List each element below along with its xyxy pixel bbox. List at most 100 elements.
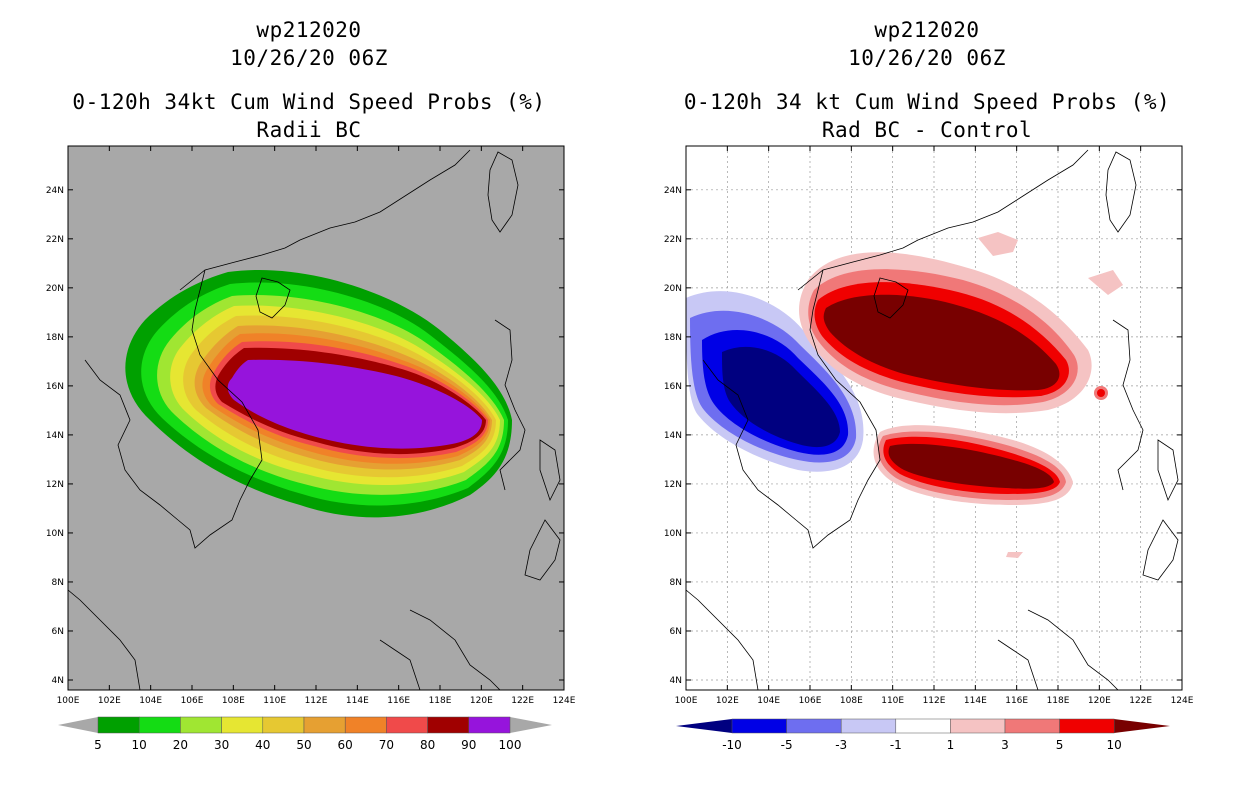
colorbar-swatch <box>344 716 387 734</box>
colorbar-swatch <box>138 716 181 734</box>
lat-label: 18N <box>664 333 682 343</box>
colorbar-swatch <box>731 718 787 734</box>
colorbar-swatch <box>895 718 951 734</box>
colorbar-swatch <box>468 716 511 734</box>
lon-label: 120E <box>1088 696 1111 706</box>
colorbar-swatch <box>386 716 428 734</box>
colorbar-swatch <box>950 718 1006 734</box>
grid-lines <box>686 146 1182 690</box>
colorbar-label: 100 <box>499 738 522 752</box>
colorbar-label: 50 <box>296 738 311 752</box>
lat-label: 12N <box>46 480 64 490</box>
lat-label: 6N <box>52 627 64 637</box>
lon-label: 104E <box>757 696 780 706</box>
colorbar-labels: 5 10 20 30 40 50 60 70 80 90 100 <box>94 738 521 752</box>
colorbar-swatches <box>731 718 1115 734</box>
probability-contours <box>125 269 512 518</box>
lon-label: 112E <box>305 696 328 706</box>
lon-label: 102E <box>716 696 739 706</box>
lat-label: 14N <box>46 431 64 441</box>
storm-id: wp212020 <box>874 18 980 42</box>
lon-label: 106E <box>799 696 822 706</box>
lat-label: 12N <box>664 480 682 490</box>
colorbar: 5 10 20 30 40 50 60 70 80 90 100 <box>58 716 552 752</box>
init-time: 10/26/20 06Z <box>848 46 1006 70</box>
colorbar-labels: -10 -5 -3 -1 1 3 5 10 <box>722 738 1122 752</box>
product-subtitle: Rad BC - Control <box>821 118 1033 142</box>
lat-label: 4N <box>670 676 682 686</box>
lat-label: 8N <box>670 578 682 588</box>
product-title: 0-120h 34kt Cum Wind Speed Probs (%) <box>72 90 546 114</box>
lon-label: 106E <box>181 696 204 706</box>
coastlines <box>68 149 561 690</box>
difference-map: 100E 102E 104E 106E 108E 110E 112E 114E 116E 118E… <box>664 145 1194 752</box>
product-subtitle: Radii BC <box>256 118 362 142</box>
lon-label: 122E <box>511 696 534 706</box>
lon-label: 122E <box>1129 696 1152 706</box>
lat-label: 10N <box>46 529 64 539</box>
colorbar-swatch <box>221 716 264 734</box>
lat-label: 20N <box>46 284 64 294</box>
colorbar-under-arrow <box>676 719 732 733</box>
lon-label: 118E <box>429 696 452 706</box>
lon-label: 108E <box>222 696 245 706</box>
lon-label: 108E <box>840 696 863 706</box>
colorbar-label: 80 <box>420 738 435 752</box>
lon-label: 118E <box>1047 696 1070 706</box>
colorbar-swatch <box>303 716 346 734</box>
lon-label: 120E <box>470 696 493 706</box>
colorbar-over-arrow <box>510 717 552 733</box>
colorbar: -10 -5 -3 -1 1 3 5 10 <box>676 718 1170 752</box>
lon-label: 114E <box>964 696 987 706</box>
lon-label: 114E <box>346 696 369 706</box>
lon-label: 110E <box>881 696 904 706</box>
lon-label: 102E <box>98 696 121 706</box>
lat-label: 24N <box>664 186 682 196</box>
storm-id: wp212020 <box>256 18 362 42</box>
lat-label: 10N <box>664 529 682 539</box>
lon-label: 104E <box>139 696 162 706</box>
lat-label: 22N <box>664 235 682 245</box>
coastlines <box>686 149 1179 690</box>
lat-label: 8N <box>52 578 64 588</box>
difference-contours <box>686 232 1123 558</box>
lat-label: 4N <box>52 676 64 686</box>
colorbar-over-arrow <box>1114 719 1170 733</box>
colorbar-label: 5 <box>94 738 102 752</box>
colorbar-label: 70 <box>379 738 394 752</box>
colorbar-label: 10 <box>132 738 147 752</box>
colorbar-label: 5 <box>1056 738 1064 752</box>
product-title: 0-120h 34 kt Cum Wind Speed Probs (%) <box>683 90 1171 114</box>
colorbar-under-arrow <box>58 717 98 733</box>
colorbar-label: -10 <box>722 738 742 752</box>
colorbar-label: 10 <box>1107 738 1122 752</box>
axis-ticks: 100E 102E 104E 106E 108E 110E 112E 114E 116E 118E… <box>46 146 576 706</box>
left-panel: wp212020 10/26/20 06Z 0-120h 34kt Cum Wi… <box>46 18 576 752</box>
colorbar-label: 90 <box>461 738 476 752</box>
lat-label: 14N <box>664 431 682 441</box>
lat-label: 20N <box>664 284 682 294</box>
colorbar-label: 60 <box>338 738 353 752</box>
lon-label: 110E <box>263 696 286 706</box>
lat-label: 18N <box>46 333 64 343</box>
lon-label: 100E <box>57 696 80 706</box>
lon-label: 124E <box>553 696 576 706</box>
lon-label: 100E <box>675 696 698 706</box>
colorbar-label: 3 <box>1001 738 1009 752</box>
lon-label: 124E <box>1171 696 1194 706</box>
lon-label: 112E <box>923 696 946 706</box>
colorbar-label: -1 <box>890 738 902 752</box>
right-panel: wp212020 10/26/20 06Z 0-120h 34 kt Cum W… <box>618 0 1236 800</box>
colorbar-swatch <box>840 718 897 734</box>
colorbar-swatch <box>262 716 305 734</box>
colorbar-swatch <box>1004 718 1060 734</box>
lon-label: 116E <box>1005 696 1028 706</box>
colorbar-swatch <box>1059 718 1115 734</box>
colorbar-label: 30 <box>214 738 229 752</box>
lat-label: 6N <box>670 627 682 637</box>
colorbar-label: 40 <box>255 738 270 752</box>
lon-label: 116E <box>387 696 410 706</box>
colorbar-label: 1 <box>947 738 955 752</box>
lat-label: 16N <box>46 382 64 392</box>
colorbar-swatch <box>180 716 222 734</box>
